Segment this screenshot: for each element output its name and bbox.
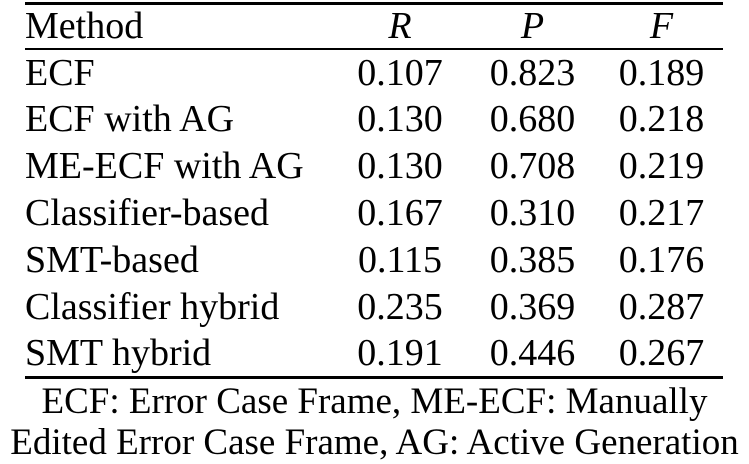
precision-cell: 0.823 (489, 51, 576, 94)
fscore-cell: 0.218 (618, 98, 705, 140)
recall-cell: 0.235 (357, 286, 443, 328)
method-cell: ECF (25, 51, 95, 94)
results-table-body: ECF 0.107 0.823 0.189 ECF with AG 0.130 … (25, 49, 723, 378)
col-header-method: Method (25, 5, 144, 48)
fscore-cell: 0.267 (618, 332, 705, 375)
table-caption-line-2: Edited Error Case Frame, AG: Active Gene… (10, 422, 739, 463)
method-cell: Classifier-based (25, 192, 270, 234)
table-caption: ECF: Error Case Frame, ME-ECF: Manually … (0, 381, 749, 463)
recall-cell: 0.107 (357, 51, 443, 94)
table-row: Classifier hybrid 0.235 0.369 0.287 (25, 284, 723, 331)
col-header-precision: P (520, 5, 545, 48)
table-row: ECF with AG 0.130 0.680 0.218 (25, 96, 723, 143)
precision-cell: 0.680 (489, 98, 576, 140)
col-header-fscore: F (649, 5, 674, 48)
method-cell: ECF with AG (25, 98, 235, 140)
fscore-cell: 0.189 (618, 51, 705, 94)
results-table-header: Method R P F (25, 4, 723, 49)
precision-cell: 0.310 (489, 192, 576, 234)
table-row: SMT-based 0.115 0.385 0.176 (25, 237, 723, 284)
col-header-recall: R (388, 5, 412, 48)
table-caption-line-1: ECF: Error Case Frame, ME-ECF: Manually (41, 381, 708, 422)
precision-cell: 0.446 (489, 332, 576, 375)
table-row: ME-ECF with AG 0.130 0.708 0.219 (25, 143, 723, 190)
fscore-cell: 0.219 (618, 145, 705, 187)
table-row: SMT hybrid 0.191 0.446 0.267 (25, 331, 723, 378)
fscore-cell: 0.287 (618, 286, 705, 328)
recall-cell: 0.191 (357, 332, 443, 375)
fscore-cell: 0.217 (618, 192, 705, 234)
precision-cell: 0.369 (489, 286, 576, 328)
recall-cell: 0.130 (357, 98, 443, 140)
results-table: Method R P F ECF 0.107 0.823 0.189 ECF w… (25, 2, 723, 379)
precision-cell: 0.708 (489, 145, 576, 187)
table-row: ECF 0.107 0.823 0.189 (25, 49, 723, 96)
method-cell: SMT hybrid (25, 332, 212, 375)
precision-cell: 0.385 (489, 239, 576, 281)
method-cell: Classifier hybrid (25, 286, 280, 328)
method-cell: ME-ECF with AG (25, 145, 304, 187)
method-cell: SMT-based (25, 239, 199, 281)
table-row: Classifier-based 0.167 0.310 0.217 (25, 190, 723, 237)
recall-cell: 0.130 (357, 145, 443, 187)
header-row: Method R P F (25, 4, 723, 49)
recall-cell: 0.167 (357, 192, 443, 234)
recall-cell: 0.115 (357, 239, 443, 281)
fscore-cell: 0.176 (618, 239, 705, 281)
